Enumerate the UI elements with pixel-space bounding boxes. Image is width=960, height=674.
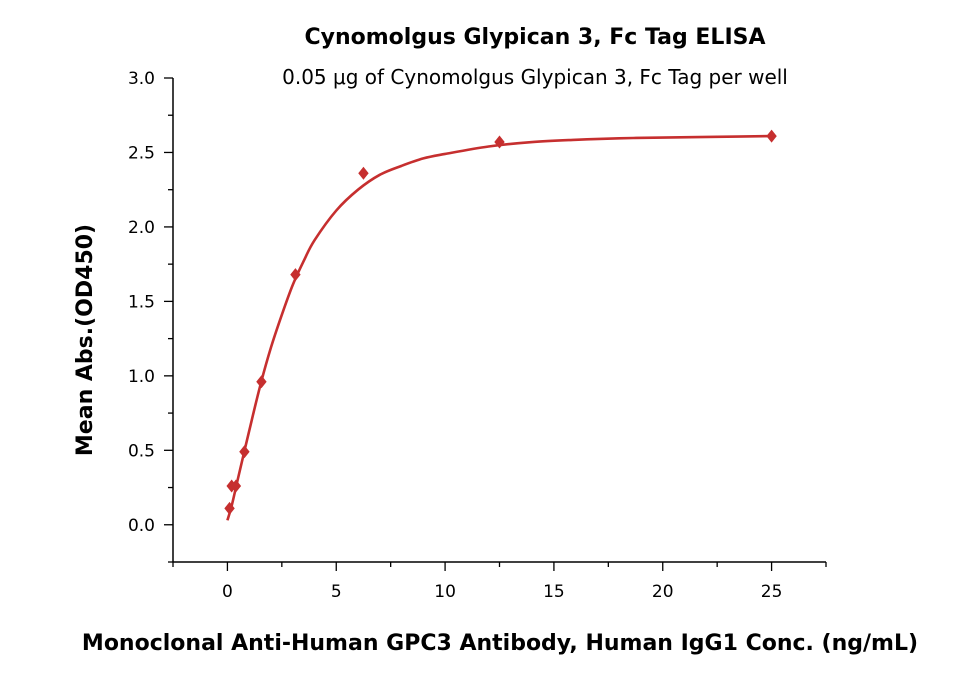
data-point bbox=[766, 129, 777, 143]
y-tick-label: 2.5 bbox=[128, 143, 155, 163]
data-point bbox=[230, 479, 242, 493]
y-tick-label: 0.0 bbox=[128, 516, 155, 536]
data-point bbox=[358, 166, 369, 180]
y-tick-label: 0.5 bbox=[128, 441, 155, 461]
x-axis-title: Monoclonal Anti-Human GPC3 Antibody, Hum… bbox=[82, 631, 918, 656]
y-tick-label: 3.0 bbox=[128, 69, 155, 89]
y-tick-label: 1.5 bbox=[128, 292, 155, 312]
data-points bbox=[224, 129, 777, 515]
x-tick-label: 20 bbox=[652, 582, 674, 602]
fit-curve bbox=[226, 134, 772, 521]
y-tick-label: 2.0 bbox=[128, 218, 155, 238]
x-tick-label: 25 bbox=[761, 582, 783, 602]
chart-title: Cynomolgus Glypican 3, Fc Tag ELISA bbox=[304, 25, 765, 50]
x-axis: 0 5 10 15 20 25 bbox=[172, 562, 827, 602]
chart-subtitle: 0.05 μg of Cynomolgus Glypican 3, Fc Tag… bbox=[282, 65, 788, 89]
plot-frame bbox=[172, 78, 826, 563]
y-axis-title: Mean Abs.(OD450) bbox=[73, 224, 98, 456]
y-axis: 0.0 0.5 1.0 1.5 2.0 2.5 3.0 bbox=[128, 69, 173, 563]
data-point bbox=[256, 375, 267, 389]
data-point bbox=[224, 501, 235, 515]
fit-curves bbox=[226, 134, 772, 521]
data-point bbox=[290, 268, 301, 282]
x-tick-label: 10 bbox=[434, 582, 456, 602]
data-point bbox=[494, 135, 505, 149]
x-tick-label: 5 bbox=[331, 582, 342, 602]
y-tick-label: 1.0 bbox=[128, 367, 155, 387]
data-point bbox=[239, 445, 250, 459]
x-tick-label: 0 bbox=[222, 582, 233, 602]
x-tick-label: 15 bbox=[543, 582, 565, 602]
